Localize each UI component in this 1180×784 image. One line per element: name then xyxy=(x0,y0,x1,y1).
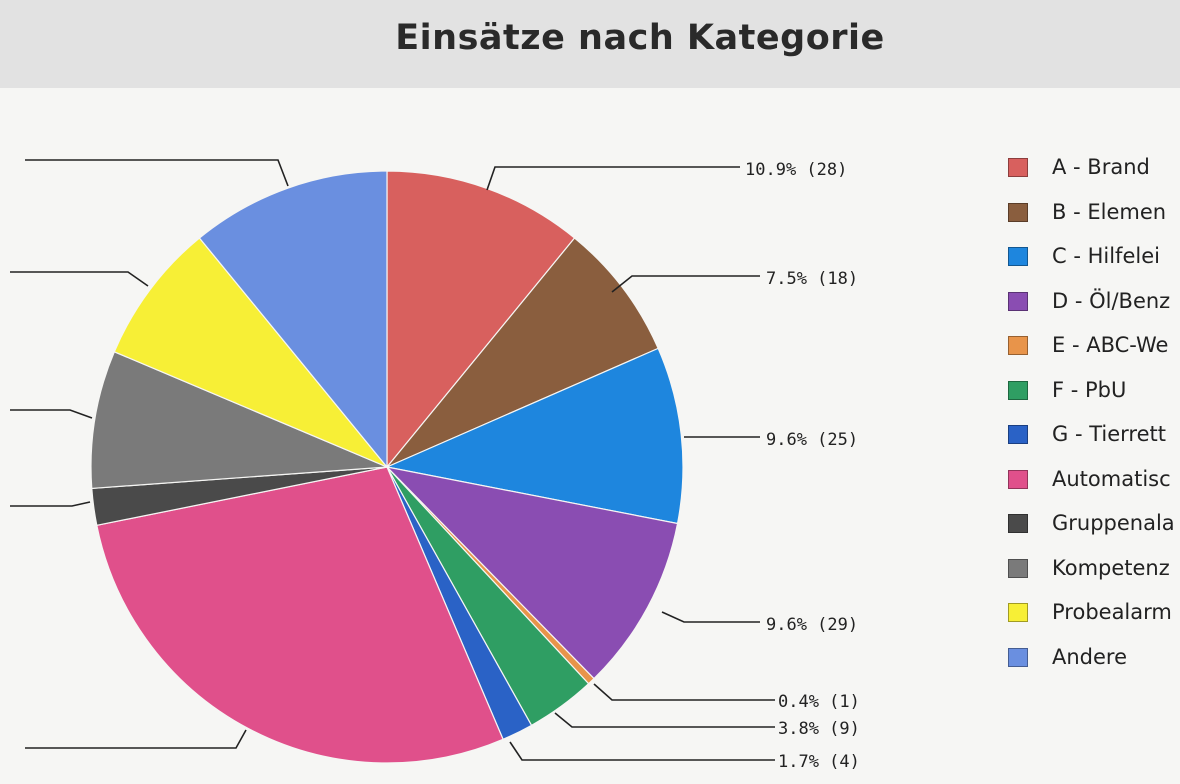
leader-line-8 xyxy=(10,501,91,507)
legend-swatch xyxy=(1008,647,1028,667)
legend-label: Andere xyxy=(1052,644,1128,669)
pie-slice-10 xyxy=(113,237,388,468)
legend-label: F - PbU xyxy=(1052,377,1127,402)
leader-line-10 xyxy=(10,271,149,287)
pie-slice-11 xyxy=(198,170,388,469)
legend-swatch xyxy=(1008,425,1028,444)
leader-line-9 xyxy=(10,409,93,419)
data-label-2: 9.6% (25) xyxy=(766,430,858,450)
legend-label: E - ABC-We xyxy=(1052,333,1169,357)
data-label-1: 7.5% (18) xyxy=(766,269,858,289)
legend-label: A - Brand xyxy=(1052,155,1150,179)
legend-label: G - Tierrett xyxy=(1052,422,1166,446)
legend-swatch xyxy=(1008,158,1028,177)
legend-swatch xyxy=(1008,558,1028,578)
legend-swatch xyxy=(1008,291,1028,311)
leader-line-5 xyxy=(554,712,775,728)
pie-slice-2 xyxy=(384,347,684,525)
legend-swatch xyxy=(1008,603,1028,622)
legend-swatch xyxy=(1008,469,1028,489)
pie-slice-0 xyxy=(386,170,576,469)
legend-label: C - Hilfelei xyxy=(1052,244,1160,268)
pie-slice-9 xyxy=(90,351,388,490)
leader-line-7 xyxy=(25,729,247,749)
legend-swatch xyxy=(1008,380,1028,400)
title-band: Einsätze nach Kategorie xyxy=(0,0,1180,88)
chart-title: Einsätze nach Kategorie xyxy=(395,18,885,58)
legend-label: Probealarm xyxy=(1052,600,1172,624)
legend-swatch xyxy=(1008,247,1028,266)
legend-label: D - Öl/Benz xyxy=(1052,288,1171,313)
leader-line-11 xyxy=(25,159,289,187)
data-label-6: 1.7% (4) xyxy=(778,752,860,772)
legend-label: B - Elemen xyxy=(1052,199,1167,224)
data-label-0: 10.9% (28) xyxy=(745,160,847,180)
pie-slice-1 xyxy=(386,237,659,468)
data-label-4: 0.4% (1) xyxy=(778,692,860,712)
pie-slice-3 xyxy=(385,466,679,680)
data-label-3: 9.6% (29) xyxy=(766,615,858,635)
legend-label: Automatisc xyxy=(1052,466,1171,491)
pie-slice-7 xyxy=(96,466,504,764)
leader-line-4 xyxy=(593,683,775,701)
leader-line-0 xyxy=(486,166,740,191)
legend-label: Gruppenala xyxy=(1052,511,1175,535)
legend-swatch xyxy=(1008,202,1028,222)
legend-swatch xyxy=(1008,514,1028,533)
legend-label: Kompetenz xyxy=(1052,555,1170,580)
leader-line-3 xyxy=(661,611,760,623)
leader-line-6 xyxy=(509,741,775,761)
legend-swatch xyxy=(1008,336,1028,355)
data-label-5: 3.8% (9) xyxy=(778,719,860,739)
leader-line-1 xyxy=(611,275,760,293)
